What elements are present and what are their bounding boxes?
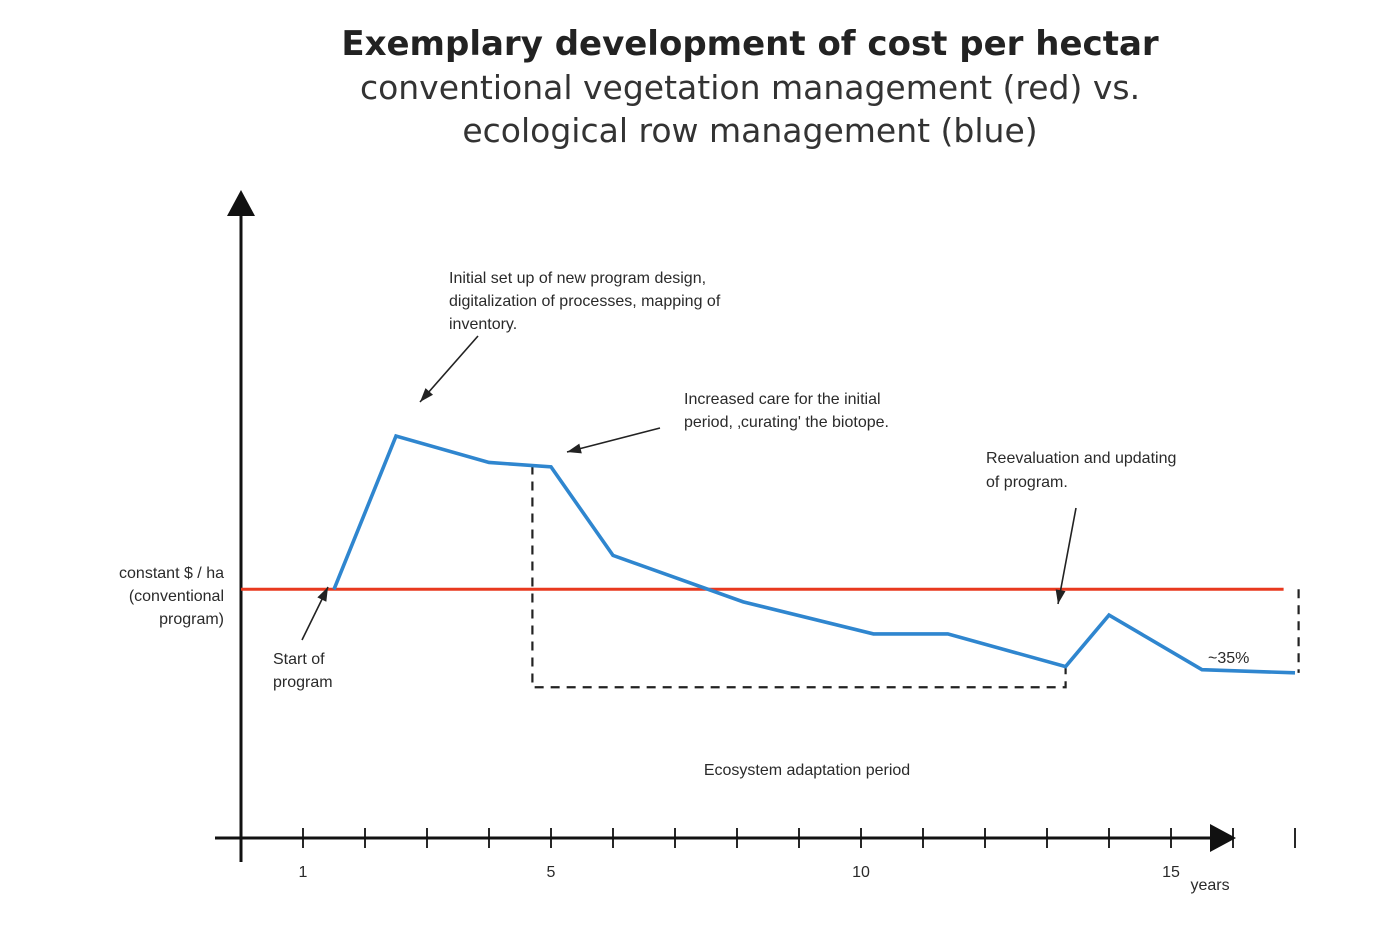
annotation-reevaluation-line-1: Reevaluation and updating	[986, 450, 1176, 467]
y-level-label-line-2: (conventional	[129, 588, 224, 605]
x-axis-label: years	[1190, 877, 1229, 894]
annotation-setup-line-2: digitalization of processes, mapping of	[449, 293, 721, 310]
arrow-care-head	[567, 443, 582, 454]
arrow-setup-head	[420, 388, 433, 402]
adaptation-period-bracket	[531, 465, 1067, 689]
y-level-label-line-3: program)	[159, 611, 224, 628]
chart-subtitle-line-1: conventional vegetation management (red)…	[359, 68, 1141, 107]
adaptation-period-label: Ecosystem adaptation period	[704, 762, 910, 779]
annotation-care-line-1: Increased care for the initial	[684, 391, 881, 408]
x-tick-label-15: 15	[1162, 864, 1180, 881]
arrow-care-shaft	[566, 427, 661, 453]
x-tick-label-5: 5	[547, 864, 556, 881]
annotation-setup-line-1: Initial set up of new program design,	[449, 270, 706, 287]
y-axis-arrowhead	[227, 190, 255, 216]
arrow-start-head	[317, 587, 328, 602]
x-tick-label-10: 10	[852, 864, 870, 881]
x-tick-label-1: 1	[299, 864, 308, 881]
arrow-setup-shaft	[419, 335, 479, 403]
chart-subtitle-line-2: ecological row management (blue)	[462, 111, 1038, 150]
annotation-care-line-2: period, ‚curating' the biotope.	[684, 414, 889, 431]
reduction-label: ~35%	[1208, 650, 1249, 667]
annotation-setup-line-3: inventory.	[449, 316, 517, 333]
x-axis-arrowhead	[1210, 824, 1236, 852]
ecological-cost-line	[332, 433, 1296, 675]
chart-title: Exemplary development of cost per hectar	[341, 24, 1159, 64]
annotation-start-line-1: Start of	[273, 651, 325, 668]
arrow-reevaluation-shaft	[1057, 507, 1077, 605]
y-level-label-line-1: constant $ / ha	[119, 565, 224, 582]
annotation-start-line-2: program	[273, 674, 333, 691]
annotation-reevaluation-line-2: of program.	[986, 474, 1068, 491]
arrow-reevaluation-head	[1055, 589, 1066, 604]
title-block: Exemplary development of cost per hectar…	[0, 22, 1390, 152]
